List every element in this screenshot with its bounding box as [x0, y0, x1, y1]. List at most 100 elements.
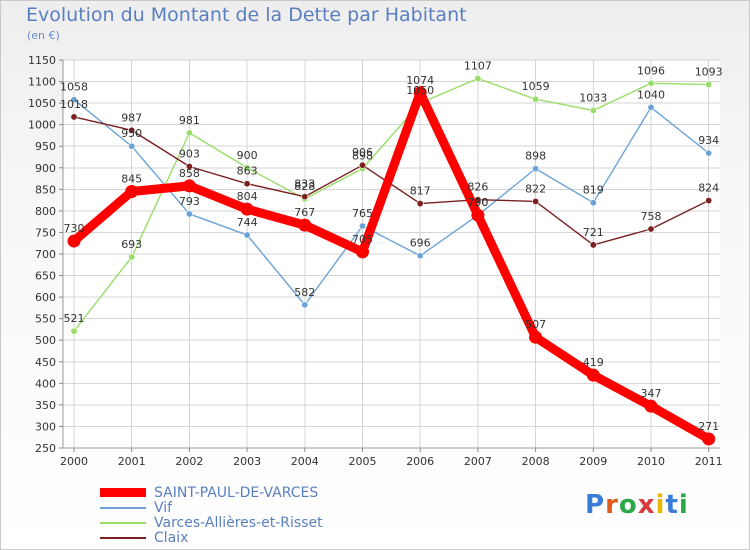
x-tick-label: 2008 — [522, 455, 550, 468]
data-label: 1058 — [60, 81, 88, 94]
data-point — [243, 231, 251, 239]
legend-swatch — [100, 488, 146, 497]
logo-letter: i — [655, 490, 666, 520]
data-label: 804 — [237, 190, 258, 203]
series-line — [73, 77, 710, 332]
logo-letter: o — [618, 490, 638, 520]
y-tick-label: 350 — [35, 399, 56, 412]
data-label: 898 — [525, 150, 546, 163]
data-label: 1074 — [406, 74, 434, 87]
data-label: 721 — [583, 226, 604, 239]
data-point — [589, 241, 597, 249]
data-label: 828 — [294, 180, 315, 193]
data-label: 1059 — [522, 80, 550, 93]
data-point — [647, 103, 655, 111]
series-0 — [67, 86, 716, 446]
data-label: 822 — [525, 182, 546, 195]
data-point — [240, 202, 254, 216]
data-point — [474, 75, 482, 83]
data-point — [128, 126, 136, 134]
data-point — [705, 197, 713, 205]
data-label: 898 — [352, 150, 373, 163]
data-point — [182, 179, 196, 193]
data-label: 1093 — [695, 66, 723, 79]
series-2 — [70, 75, 713, 335]
data-point — [70, 327, 78, 335]
y-tick-label: 900 — [35, 162, 56, 175]
data-point — [298, 218, 312, 232]
data-point — [67, 234, 81, 248]
legend-label: Claix — [154, 530, 189, 546]
data-label: 271 — [698, 420, 719, 433]
x-tick-label: 2000 — [60, 455, 88, 468]
legend-swatch — [100, 507, 146, 509]
y-tick-label: 250 — [35, 442, 56, 455]
y-tick-label: 650 — [35, 270, 56, 283]
data-point — [358, 161, 366, 169]
data-point — [529, 330, 543, 344]
data-label: 705 — [352, 233, 373, 246]
logo-letter: x — [637, 490, 656, 520]
y-tick-label: 450 — [35, 356, 56, 369]
data-label: 1040 — [637, 88, 665, 101]
x-tick-label: 2001 — [118, 455, 146, 468]
y-tick-label: 850 — [35, 183, 56, 196]
data-point — [644, 399, 658, 413]
data-label: 833 — [294, 178, 315, 191]
data-point — [243, 164, 251, 172]
y-tick-label: 1150 — [28, 54, 56, 67]
data-label: 906 — [352, 146, 373, 159]
data-label: 845 — [121, 172, 142, 185]
x-tick-label: 2010 — [637, 455, 665, 468]
x-tick-label: 2007 — [464, 455, 492, 468]
data-point — [705, 81, 713, 89]
data-label: 765 — [352, 207, 373, 220]
y-tick-label: 1000 — [28, 119, 56, 132]
data-label: 1050 — [406, 84, 434, 97]
data-label: 819 — [583, 184, 604, 197]
data-point — [705, 149, 713, 157]
data-point — [125, 184, 139, 198]
x-tick-label: 2005 — [349, 455, 377, 468]
data-point — [586, 368, 600, 382]
data-point — [185, 129, 193, 137]
x-tick-label: 2011 — [695, 455, 723, 468]
legend-label: Varces-Allières-et-Risset — [154, 515, 323, 531]
data-label: 521 — [64, 312, 85, 325]
data-labels: 730 845 858 804 767 705 1074 790 507 419 347 271 105… — [60, 60, 723, 433]
data-label: 903 — [179, 147, 200, 160]
data-point — [243, 180, 251, 188]
data-point — [358, 222, 366, 230]
data-point — [128, 253, 136, 261]
data-label: 767 — [294, 206, 315, 219]
data-label: 858 — [179, 167, 200, 180]
data-label: 507 — [525, 318, 546, 331]
series-line — [73, 98, 710, 306]
data-point — [301, 301, 309, 309]
proxiti-logo: Proxiti — [585, 490, 689, 520]
y-tick-label: 600 — [35, 291, 56, 304]
x-tick-label: 2004 — [291, 455, 319, 468]
data-label: 790 — [467, 196, 488, 209]
x-tick-label: 2009 — [579, 455, 607, 468]
data-point — [532, 197, 540, 205]
data-label: 1018 — [60, 98, 88, 111]
data-label: 934 — [698, 134, 719, 147]
chart-unit: (en €) — [27, 29, 60, 42]
y-tick-label: 1100 — [28, 76, 56, 89]
x-tick-label: 2006 — [406, 455, 434, 468]
data-point — [185, 162, 193, 170]
logo-letter: r — [605, 490, 619, 520]
data-label: 582 — [294, 286, 315, 299]
x-tick-label: 2003 — [233, 455, 261, 468]
data-label: 730 — [64, 222, 85, 235]
data-label: 793 — [179, 195, 200, 208]
y-tick-label: 550 — [35, 313, 56, 326]
data-point — [70, 113, 78, 121]
data-point — [589, 199, 597, 207]
data-point — [356, 245, 369, 259]
data-label: 950 — [121, 127, 142, 140]
y-tick-label: 400 — [35, 377, 56, 390]
data-point — [413, 86, 427, 100]
